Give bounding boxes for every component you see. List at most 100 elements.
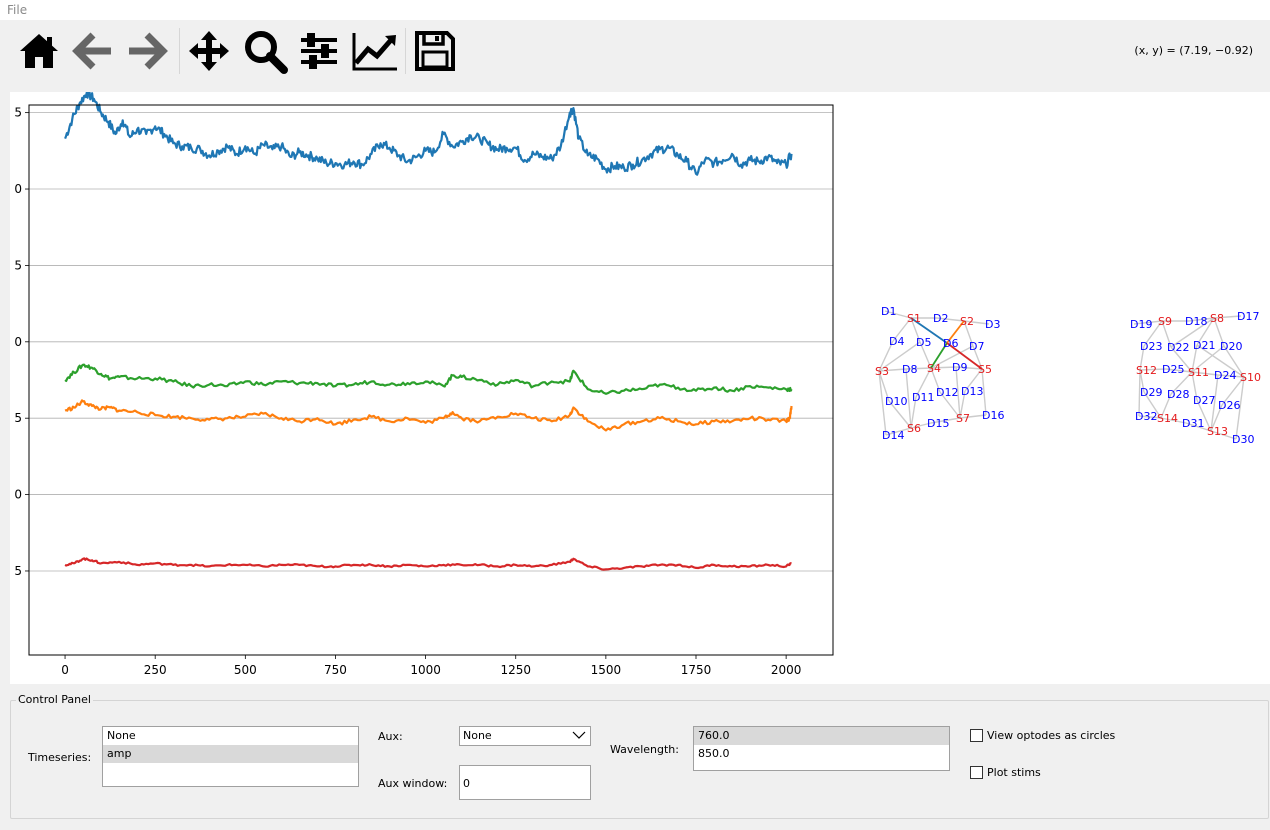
- left-selected-channel: [910, 317, 948, 344]
- left-channel-line: [878, 341, 921, 372]
- control-panel: [10, 700, 1269, 819]
- wavelength-option[interactable]: 850.0: [698, 747, 730, 760]
- left-optode-label: D9: [952, 361, 967, 374]
- right-channel-line: [1196, 344, 1245, 378]
- left-channel-line: [910, 317, 921, 343]
- left-channel-line: [919, 341, 932, 369]
- right-optode-label: D18: [1185, 315, 1207, 328]
- cursor-coordinates: (x, y) = (7.19, −0.92): [1134, 44, 1253, 57]
- right-channel-line: [1221, 376, 1245, 406]
- right-channel-line: [1133, 320, 1163, 325]
- left-optode-label: D6: [943, 337, 958, 350]
- right-channel-line: [1196, 399, 1212, 432]
- right-optode-label: D25: [1162, 363, 1184, 376]
- right-optode-label: S10: [1240, 371, 1261, 384]
- right-optode-label: D30: [1232, 433, 1254, 446]
- chevron-down-icon: [572, 731, 586, 739]
- edit-axis-button[interactable]: [350, 28, 400, 74]
- x-tick-label: 250: [144, 663, 167, 677]
- right-optode-label: D21: [1193, 339, 1215, 352]
- right-optode-label: S11: [1188, 366, 1209, 379]
- right-optode-label: D28: [1167, 388, 1189, 401]
- left-channel-line: [955, 366, 961, 419]
- home-button[interactable]: [14, 28, 64, 74]
- right-channel-line: [1191, 371, 1219, 376]
- aux-window-label: Aux window:: [378, 777, 448, 790]
- left-optode-label: D2: [933, 312, 948, 325]
- right-channel-line: [1139, 369, 1145, 393]
- series-line-1: [64, 363, 793, 395]
- back-button[interactable]: [68, 28, 118, 74]
- wavelength-listbox[interactable]: 760.0 850.0: [693, 726, 950, 771]
- x-tick-label: 1750: [681, 663, 712, 677]
- configure-subplots-button[interactable]: [294, 28, 344, 74]
- left-optode-label: D16: [982, 409, 1004, 422]
- right-channel-line: [1185, 422, 1212, 432]
- pan-button[interactable]: [184, 28, 234, 74]
- right-channel-line: [1143, 391, 1162, 419]
- aux-window-value: 0: [463, 777, 470, 790]
- x-tick-label: 2000: [771, 663, 802, 677]
- left-channel-line: [878, 368, 907, 372]
- left-optode-label: D4: [889, 335, 904, 348]
- right-channel-line: [1160, 393, 1172, 419]
- right-channel-line: [1223, 345, 1245, 378]
- right-channel-line: [1138, 369, 1141, 417]
- left-channel-line: [915, 367, 932, 398]
- aux-label: Aux:: [378, 730, 403, 743]
- left-channel-line: [910, 422, 932, 429]
- left-channel-line: [963, 320, 990, 325]
- view-optodes-label[interactable]: View optodes as circles: [987, 729, 1116, 742]
- right-channel-line: [1235, 376, 1245, 440]
- y-tick-label: 5: [14, 106, 22, 120]
- left-channel-line: [955, 366, 983, 370]
- wavelength-option[interactable]: 760.0: [694, 727, 949, 745]
- left-channel-line: [905, 367, 932, 370]
- magnifier-icon: [245, 31, 288, 74]
- left-optode-label: D8: [902, 363, 917, 376]
- timeseries-option[interactable]: amp: [103, 745, 358, 763]
- aux-window-input[interactable]: 0: [459, 765, 591, 800]
- plot-stims-checkbox[interactable]: [970, 766, 983, 779]
- timeseries-plot[interactable]: 5 0 5 0 5 0 5 0 250 500 750 1000 1250 1500 1750 2000 D1 S…: [10, 92, 1270, 684]
- menu-file[interactable]: File: [7, 3, 28, 17]
- series-line-0: [64, 92, 793, 176]
- left-selected-channel: [930, 342, 948, 369]
- forward-button[interactable]: [122, 28, 172, 74]
- right-channel-line: [1161, 320, 1172, 348]
- right-optode-label: D29: [1140, 386, 1162, 399]
- left-channel-line: [892, 317, 912, 342]
- timeseries-listbox[interactable]: None amp: [102, 726, 359, 787]
- arrow-left-icon: [72, 32, 111, 70]
- y-tick-label: 5: [14, 411, 22, 425]
- timeseries-option[interactable]: None: [107, 729, 136, 742]
- left-channel-line: [930, 345, 974, 369]
- left-channel-line: [936, 317, 965, 322]
- plot-stims-label[interactable]: Plot stims: [987, 766, 1041, 779]
- left-optode-label: D14: [882, 429, 904, 442]
- left-optode-label: S4: [927, 362, 941, 375]
- left-channel-line: [878, 340, 894, 372]
- right-channel-line: [1213, 315, 1242, 319]
- view-optodes-checkbox[interactable]: [970, 729, 983, 742]
- x-tick-label: 1000: [410, 663, 441, 677]
- right-channel-line: [1217, 374, 1245, 378]
- right-channel-line: [1210, 430, 1237, 440]
- save-button[interactable]: [410, 28, 460, 74]
- x-tick-label: 1250: [500, 663, 531, 677]
- left-optode-label: D11: [912, 391, 934, 404]
- left-selected-channel: [946, 320, 965, 344]
- zoom-button[interactable]: [240, 28, 290, 74]
- y-tick-label: 5: [14, 564, 22, 578]
- x-tick-label: 1500: [591, 663, 622, 677]
- left-channel-line: [930, 417, 961, 424]
- right-optode-label: D17: [1237, 310, 1259, 323]
- floppy-disk-icon: [415, 31, 455, 71]
- x-tick-label: 500: [234, 663, 257, 677]
- figure-canvas[interactable]: 5 0 5 0 5 0 5 0 250 500 750 1000 1250 1500 1750 2000 D1 S…: [10, 92, 1270, 684]
- right-optode-label: D22: [1167, 341, 1189, 354]
- y-tick-label: 5: [14, 258, 22, 272]
- right-optode-label: D24: [1214, 369, 1236, 382]
- aux-dropdown[interactable]: None: [459, 726, 591, 746]
- left-channel-line: [959, 390, 966, 419]
